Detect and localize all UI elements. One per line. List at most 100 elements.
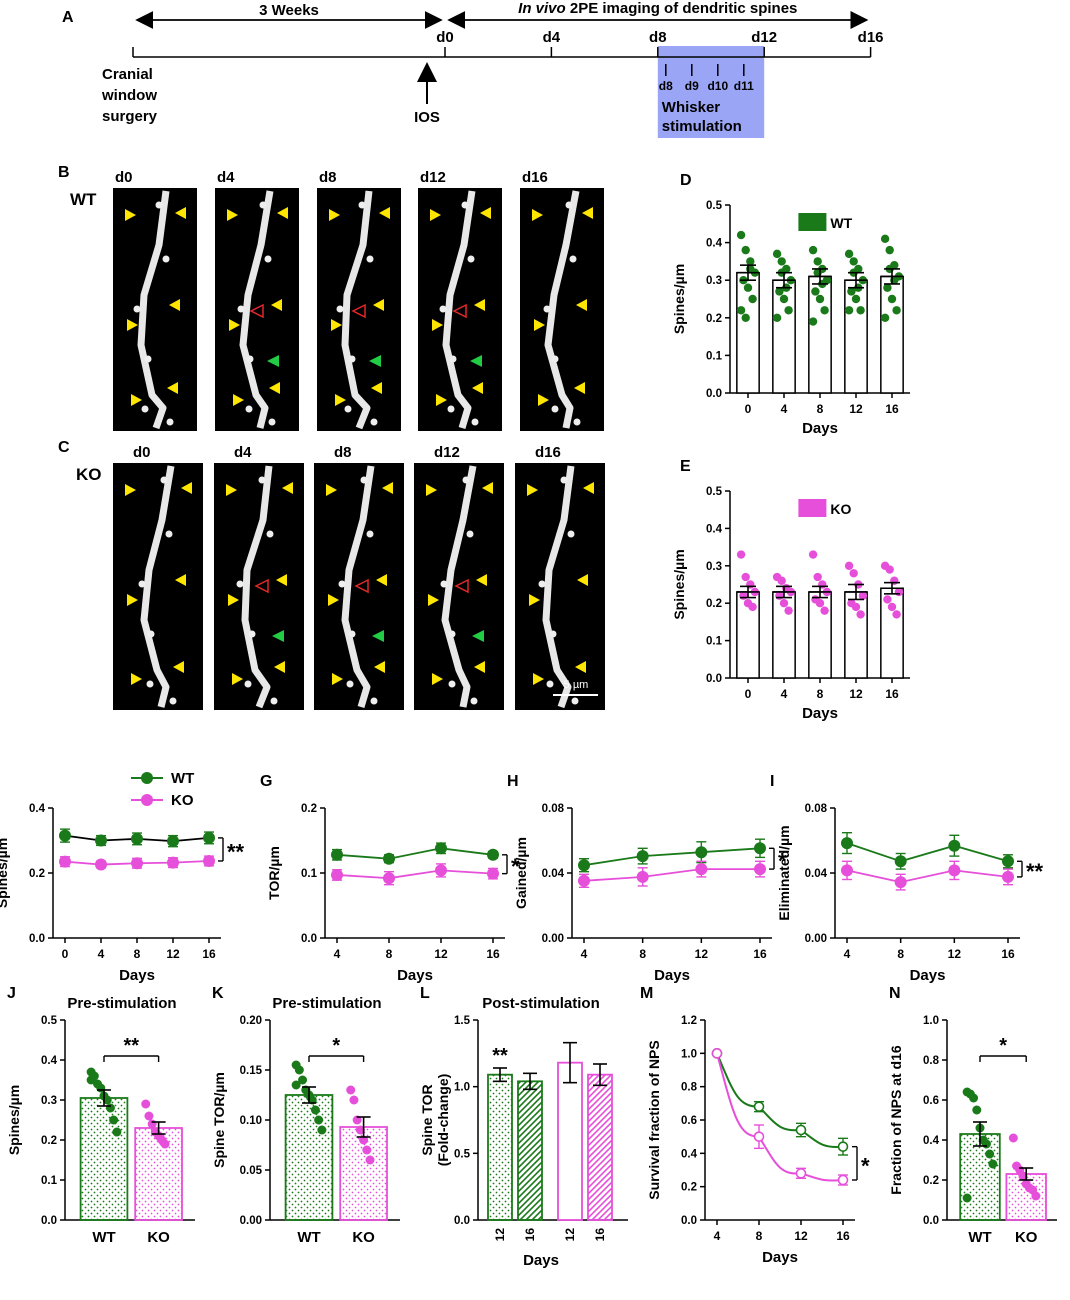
legend-marker bbox=[141, 794, 153, 806]
bar bbox=[134, 1127, 183, 1221]
yellow-arrowhead bbox=[533, 673, 544, 685]
y-tick-label: 1.0 bbox=[923, 1015, 939, 1027]
spine bbox=[155, 201, 163, 209]
spine bbox=[366, 255, 374, 263]
yellow-arrowhead bbox=[332, 673, 343, 685]
yellow-arrowhead bbox=[335, 394, 346, 406]
y-tick-label: 0.5 bbox=[41, 1015, 58, 1027]
series-line bbox=[846, 869, 1009, 884]
yellow-arrowhead bbox=[373, 299, 384, 311]
spine bbox=[160, 476, 168, 484]
yellow-arrowhead bbox=[371, 382, 382, 394]
yellow-arrowhead bbox=[574, 382, 585, 394]
yellow-arrowhead bbox=[576, 299, 587, 311]
data-point bbox=[753, 1101, 765, 1112]
yellow-arrowhead bbox=[228, 594, 239, 606]
legend-swatch bbox=[798, 499, 827, 517]
panel-letter: D bbox=[680, 172, 692, 189]
chart-L: L Post-stimulation 0.0 0.5 1.0 1.5 Spine TOR (F… bbox=[419, 985, 628, 1269]
x-tick-label: 12 bbox=[794, 1229, 808, 1243]
yellow-arrowhead bbox=[269, 382, 280, 394]
y-axis-title: Spine TOR/µm bbox=[211, 1072, 227, 1168]
data-point bbox=[711, 1048, 723, 1059]
data-point bbox=[784, 606, 793, 615]
spine bbox=[546, 680, 554, 688]
day-label: d16 bbox=[858, 29, 884, 46]
significance-label: * bbox=[332, 1035, 340, 1057]
spine bbox=[538, 580, 546, 588]
yellow-arrowhead bbox=[167, 382, 178, 394]
spine bbox=[165, 530, 173, 538]
yellow-arrowhead bbox=[175, 207, 186, 219]
spine bbox=[565, 201, 573, 209]
data-point bbox=[109, 1115, 119, 1125]
x-tick-label: 8 bbox=[756, 1229, 763, 1243]
spine bbox=[447, 405, 455, 413]
chart-title: Post-stimulation bbox=[482, 995, 600, 1012]
y-tick-label: 0.6 bbox=[681, 1115, 697, 1127]
yellow-arrowhead bbox=[474, 661, 485, 673]
y-tick-label: 0.04 bbox=[542, 868, 565, 880]
chart-H: H 0.00 0.04 0.08 Gained/µm 4 8 12 16 Days * bbox=[507, 773, 787, 984]
yellow-arrowhead bbox=[229, 319, 240, 331]
y-tick-label: 0.4 bbox=[706, 238, 723, 250]
imaging-label: In vivo 2PE imaging of dendritic spines bbox=[518, 0, 797, 17]
y-tick-label: 0.0 bbox=[681, 1215, 697, 1227]
data-point bbox=[808, 317, 818, 326]
y-tick-label: 0.5 bbox=[706, 200, 723, 212]
red-arrowhead-eliminated bbox=[249, 303, 264, 319]
weeks-label: 3 Weeks bbox=[259, 2, 319, 19]
data-point bbox=[887, 294, 897, 304]
spine bbox=[569, 255, 577, 263]
yellow-arrowhead bbox=[575, 661, 586, 673]
yellow-arrowhead bbox=[181, 482, 192, 494]
data-point bbox=[892, 306, 901, 315]
spine bbox=[138, 580, 146, 588]
micrograph-image bbox=[113, 188, 197, 431]
spine bbox=[470, 697, 478, 705]
data-point bbox=[775, 287, 784, 296]
imaging-italic: In vivo bbox=[518, 0, 566, 17]
spine bbox=[266, 530, 274, 538]
x-tick-label: 4 bbox=[781, 687, 788, 701]
x-tick-label: 8 bbox=[897, 947, 904, 961]
yellow-arrowhead bbox=[432, 673, 443, 685]
y-tick-label: 0.1 bbox=[706, 350, 723, 362]
data-point bbox=[808, 245, 818, 255]
spine bbox=[560, 476, 568, 484]
data-point bbox=[779, 599, 789, 608]
yellow-arrowhead bbox=[277, 207, 288, 219]
data-point bbox=[147, 1119, 157, 1129]
yellow-arrowhead bbox=[331, 319, 342, 331]
data-point bbox=[435, 842, 447, 855]
spine bbox=[270, 697, 278, 705]
significance-label: ** bbox=[1026, 859, 1044, 884]
y-tick-label: 0.5 bbox=[706, 486, 723, 498]
yellow-arrowhead bbox=[326, 484, 337, 496]
data-point bbox=[695, 863, 708, 876]
spine bbox=[571, 697, 579, 705]
yellow-arrowhead bbox=[430, 209, 441, 221]
bar bbox=[517, 1080, 543, 1221]
spine bbox=[549, 630, 557, 638]
spine bbox=[358, 201, 366, 209]
data-point bbox=[811, 287, 820, 296]
y-axis-title: Survival fraction of NPS bbox=[646, 1040, 662, 1199]
stim-day-label: d10 bbox=[707, 79, 728, 93]
y-tick-label: 0.1 bbox=[301, 868, 318, 880]
data-point bbox=[383, 852, 395, 865]
data-point bbox=[578, 859, 590, 872]
y-tick-label: 0.2 bbox=[29, 868, 45, 880]
data-point bbox=[981, 1139, 991, 1149]
x-tick-label: 12 bbox=[695, 947, 709, 961]
y-axis-title: Spines/µm bbox=[0, 838, 10, 908]
y-tick-label: 0.04 bbox=[805, 868, 828, 880]
spine bbox=[144, 355, 152, 363]
x-tick-label: 8 bbox=[134, 947, 141, 961]
y-axis-title: Spines/µm bbox=[671, 264, 687, 334]
spine bbox=[466, 530, 474, 538]
data-point bbox=[885, 565, 894, 574]
yellow-arrowhead bbox=[233, 394, 244, 406]
x-tick-label: 12 bbox=[563, 1228, 577, 1242]
bar bbox=[880, 275, 904, 394]
